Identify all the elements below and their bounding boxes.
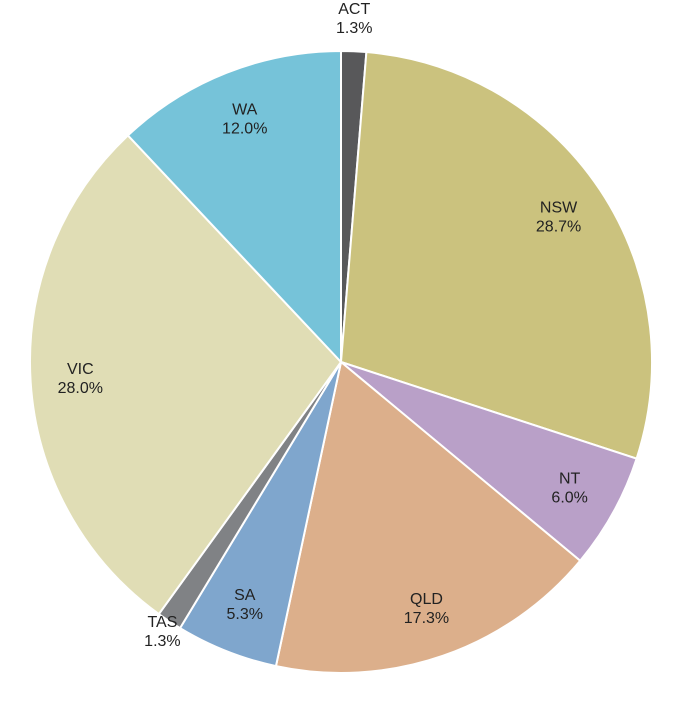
slice-label: NT (559, 471, 581, 488)
pie-slice (29, 134, 343, 616)
slice-label: NSW (540, 200, 578, 217)
value-label: 28.0% (58, 380, 103, 397)
value-label: 1.3% (336, 20, 372, 37)
value-label: 12.0% (222, 120, 267, 137)
value-label: 1.3% (144, 633, 180, 650)
pie-slice (126, 49, 342, 365)
value-label: 17.3% (404, 610, 449, 627)
pie-slice (339, 50, 653, 460)
slice-label: QLD (410, 591, 443, 608)
slice-label: VIC (67, 361, 94, 378)
slice-label: TAS (147, 614, 177, 631)
slice-label: SA (234, 587, 256, 604)
value-label: 5.3% (227, 606, 263, 623)
slice-label: ACT (338, 1, 370, 18)
value-label: 6.0% (551, 490, 587, 507)
pie-slice (274, 360, 582, 674)
value-label: 28.7% (536, 219, 581, 236)
slice-label: WA (232, 101, 258, 118)
